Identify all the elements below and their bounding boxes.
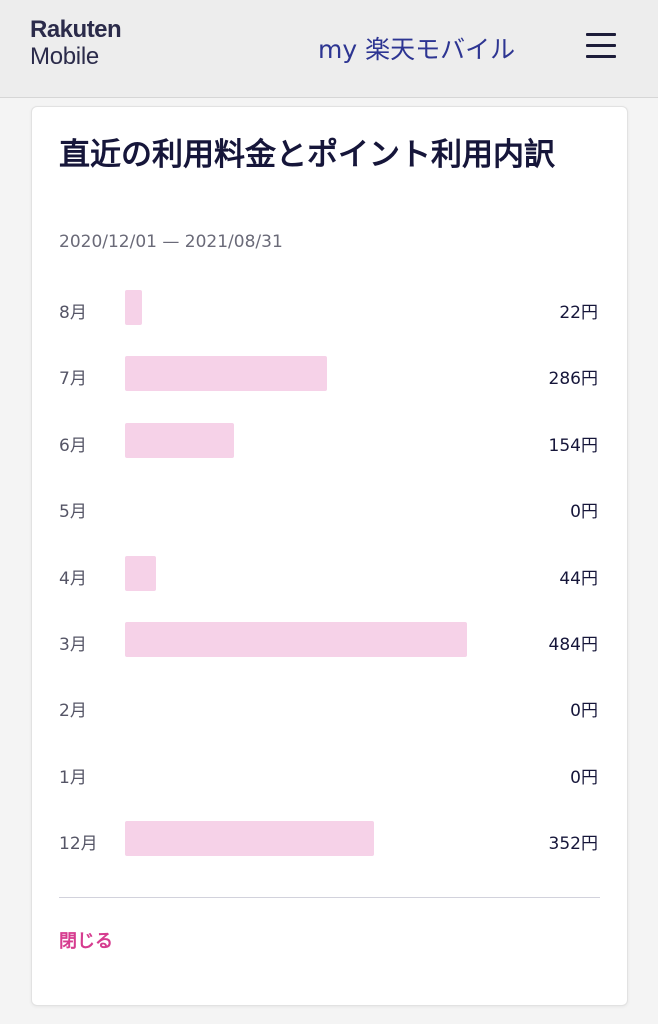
usage-value: 352円 [548, 834, 598, 855]
usage-value: 0円 [570, 767, 598, 788]
app-header: Rakuten Mobile my 楽天モバイル [0, 0, 658, 98]
usage-value: 154円 [548, 435, 598, 456]
month-label: 7月 [59, 369, 87, 390]
month-label: 2月 [59, 701, 87, 722]
usage-value: 22円 [559, 303, 598, 323]
usage-bar [125, 555, 157, 591]
usage-breakdown-card: 直近の利用料金とポイント利用内訳 2020/12/01 — 2021/08/31… [31, 106, 628, 1006]
usage-value: 286円 [548, 369, 598, 390]
header-title[interactable]: my 楽天モバイル [318, 35, 516, 64]
month-label: 8月 [59, 303, 87, 323]
divider [59, 897, 600, 898]
card-title: 直近の利用料金とポイント利用内訳 [59, 137, 555, 173]
period-range: 2020/12/01 — 2021/08/31 [59, 232, 283, 252]
usage-bar [125, 622, 467, 657]
month-label: 3月 [59, 635, 87, 655]
logo-line-2: Mobile [30, 43, 99, 70]
usage-bar [125, 290, 142, 325]
hamburger-menu-icon[interactable] [584, 30, 618, 60]
month-label: 6月 [59, 435, 87, 456]
month-label: 12月 [59, 834, 98, 855]
close-button[interactable]: 閉じる [59, 931, 113, 952]
usage-bar [125, 422, 234, 458]
month-label: 4月 [59, 568, 87, 589]
usage-value: 44円 [559, 568, 598, 589]
usage-bar-chart: 8月 22円 7月 286円 6月 154円 5月 0円 4月 44円 3月 484円 2月 0円 1月 0円… [32, 107, 629, 1007]
logo-line-1: Rakuten [30, 16, 122, 43]
usage-value: 0円 [570, 701, 598, 722]
usage-bar [125, 821, 374, 857]
usage-value: 484円 [548, 635, 598, 655]
month-label: 5月 [59, 502, 87, 523]
month-label: 1月 [59, 767, 87, 788]
usage-bar [125, 356, 328, 392]
usage-value: 0円 [570, 502, 598, 523]
rakuten-mobile-logo[interactable]: Rakuten Mobile [30, 16, 140, 70]
